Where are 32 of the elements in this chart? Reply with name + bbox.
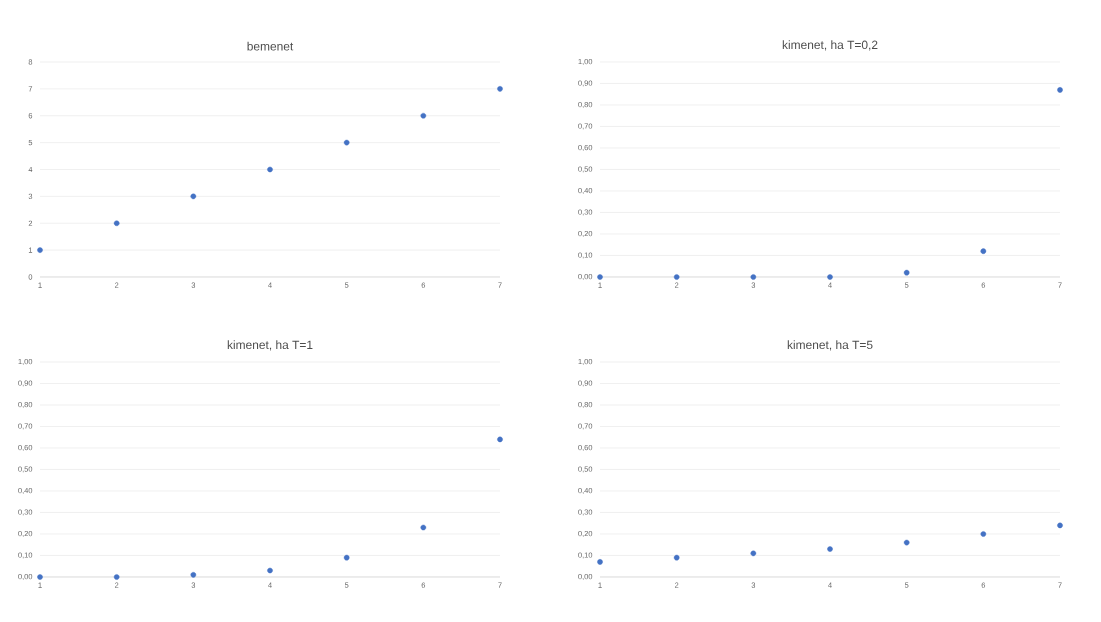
point [750, 550, 757, 557]
point [980, 248, 987, 254]
point [190, 572, 197, 578]
point [673, 554, 680, 561]
point [113, 220, 120, 227]
point [597, 274, 603, 280]
point [37, 574, 43, 580]
point [1057, 87, 1063, 93]
point [113, 574, 120, 580]
point [597, 559, 603, 565]
point [827, 546, 833, 552]
point [343, 554, 350, 561]
chart-title: kimenet, ha T=0,2 [782, 40, 878, 51]
point [497, 86, 503, 92]
point [267, 567, 273, 574]
point [673, 274, 680, 280]
point [903, 269, 910, 276]
chart-title: bemenet [247, 41, 294, 51]
point [37, 247, 43, 253]
point [750, 274, 757, 280]
point [497, 436, 503, 443]
point [903, 539, 910, 546]
point [267, 166, 273, 173]
chart-title: kimenet, ha T=5 [787, 340, 873, 351]
chart-title: kimenet, ha T=1 [227, 340, 313, 351]
point [190, 193, 197, 200]
point [420, 112, 427, 119]
point [980, 531, 987, 537]
point [1057, 522, 1063, 529]
point [827, 274, 833, 280]
point [420, 524, 427, 531]
point [343, 139, 350, 146]
